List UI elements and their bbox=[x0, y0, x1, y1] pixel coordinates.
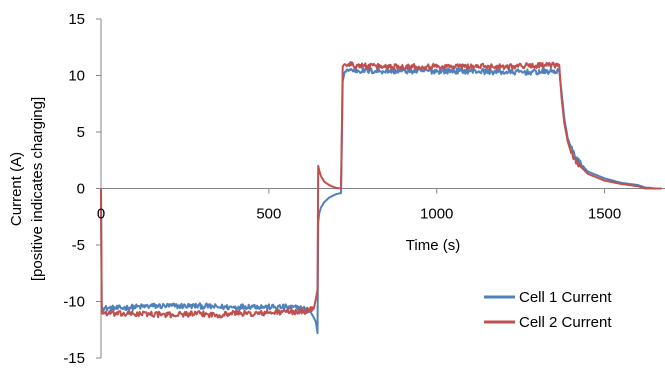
series-line-2 bbox=[100, 61, 662, 319]
y-tick-label: -5 bbox=[72, 237, 85, 254]
series-lines bbox=[100, 61, 662, 335]
x-tick-label: 0 bbox=[97, 206, 105, 223]
legend-label-cell-2: Cell 2 Current bbox=[519, 314, 612, 331]
x-tick-label: 500 bbox=[256, 206, 281, 223]
tick-labels: -15 -10 -5 0 5 10 15 0 500 1000 1500 bbox=[63, 11, 621, 367]
x-tick-label: 1500 bbox=[588, 206, 621, 223]
y-tick-label: -15 bbox=[63, 350, 85, 367]
legend: Cell 1 Current Cell 2 Current bbox=[484, 289, 612, 331]
y-axis-title-line-1: Current (A) bbox=[8, 152, 25, 226]
legend-label-cell-1: Cell 1 Current bbox=[519, 289, 612, 306]
y-tick-label: 10 bbox=[68, 68, 85, 85]
x-axis-title: Time (s) bbox=[406, 237, 460, 254]
y-tick-label: 5 bbox=[77, 124, 85, 141]
y-axis-title-line-2: [positive indicates charging] bbox=[29, 97, 46, 281]
y-tick-label: 15 bbox=[68, 11, 85, 28]
y-tick-label: 0 bbox=[77, 181, 85, 198]
y-tick-label: -10 bbox=[63, 294, 85, 311]
x-tick-label: 1000 bbox=[420, 206, 453, 223]
